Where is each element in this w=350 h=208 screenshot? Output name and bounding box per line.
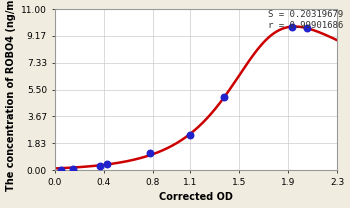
- Point: [97, 165, 103, 168]
- Text: S = 0.20319679
r = 0.99901686: S = 0.20319679 r = 0.99901686: [268, 10, 343, 30]
- Point: [187, 133, 192, 137]
- Point: [70, 167, 76, 170]
- Point: [304, 26, 309, 30]
- X-axis label: Corrected OD: Corrected OD: [159, 192, 233, 202]
- Point: [105, 162, 110, 166]
- Point: [148, 151, 153, 154]
- Y-axis label: The concentration of ROBO4 (ng/mL): The concentration of ROBO4 (ng/mL): [6, 0, 15, 191]
- Point: [289, 25, 295, 28]
- Point: [58, 168, 64, 171]
- Point: [222, 95, 227, 99]
